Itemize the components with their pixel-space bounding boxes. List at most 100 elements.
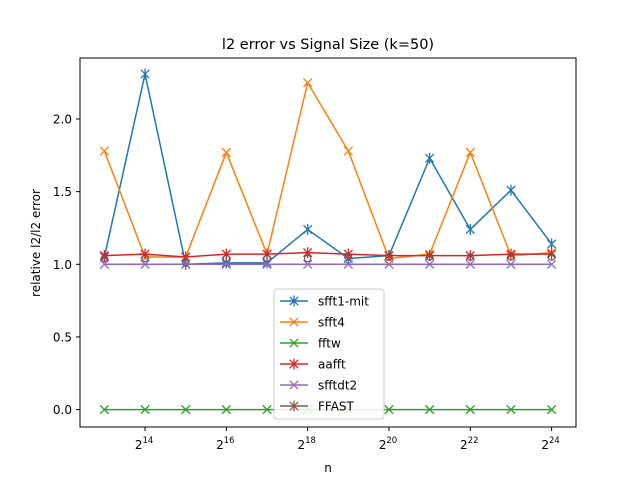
legend-label-aafft: aafft bbox=[318, 358, 346, 372]
x-tick-exponent-3: 20 bbox=[386, 436, 397, 446]
legend-marker-FFAST bbox=[289, 400, 299, 412]
y-tick-label-0: 0.0 bbox=[53, 403, 72, 417]
legend-marker-sfft4-stroke-b bbox=[289, 317, 299, 327]
x-tick-exponent-1: 16 bbox=[224, 436, 235, 446]
y-tick-label-1: 0.5 bbox=[53, 330, 72, 344]
x-tick-exponent-4: 22 bbox=[468, 436, 479, 446]
data-point-fftw-9-stroke-b bbox=[465, 404, 475, 415]
x-tick-exponent-0: 14 bbox=[142, 436, 153, 446]
series-layer bbox=[99, 68, 557, 415]
data-point-sfft4-3 bbox=[221, 147, 232, 158]
legend-label-sfftdt2: sfftdt2 bbox=[318, 379, 357, 393]
hollow-marker-2 bbox=[182, 259, 190, 267]
x-tick-base-3: 2 bbox=[379, 438, 387, 452]
legend-marker-sfft4 bbox=[289, 317, 299, 327]
series-line-aafft bbox=[104, 251, 552, 258]
x-tick-label-4: 222 bbox=[460, 436, 478, 452]
series-sfftdt2 bbox=[99, 259, 557, 269]
x-tick-exponent-2: 18 bbox=[305, 436, 316, 446]
data-point-fftw-1-stroke-b bbox=[140, 404, 150, 415]
x-tick-label-2: 218 bbox=[297, 436, 315, 452]
x-axis-label: n bbox=[324, 461, 332, 475]
data-point-sfftdt2-8 bbox=[424, 259, 435, 269]
hollow-marker-10 bbox=[507, 253, 515, 261]
y-tick-label-3: 1.5 bbox=[53, 185, 72, 199]
data-point-fftw-4-stroke-b bbox=[262, 404, 272, 415]
data-point-sfftdt2-11 bbox=[546, 259, 557, 269]
data-point-fftw-1 bbox=[140, 404, 150, 415]
hollow-marker-3 bbox=[222, 254, 231, 263]
x-tick-base-5: 2 bbox=[541, 438, 549, 452]
legend-marker-sfftdt2 bbox=[289, 380, 299, 390]
data-point-sfftdt2-8-stroke-b bbox=[424, 259, 435, 269]
data-point-fftw-8 bbox=[424, 404, 435, 415]
data-point-sfft1-mit-8 bbox=[424, 152, 435, 164]
data-point-sfftdt2-7-stroke-b bbox=[384, 259, 394, 269]
data-point-sfft1-mit-11 bbox=[546, 238, 557, 250]
chart-title: l2 error vs Signal Size (k=50) bbox=[222, 37, 434, 53]
data-point-aafft-2 bbox=[181, 251, 191, 263]
data-point-fftw-4 bbox=[262, 404, 272, 415]
legend-entry-fftw: fftw bbox=[280, 337, 341, 351]
data-point-sfft1-mit-9 bbox=[465, 223, 475, 235]
x-tick-base-1: 2 bbox=[216, 438, 224, 452]
data-point-sfft1-mit-1 bbox=[140, 68, 150, 80]
hollow-marker-6 bbox=[344, 253, 353, 261]
data-point-fftw-8-stroke-b bbox=[424, 404, 435, 415]
x-tick-label-0: 214 bbox=[135, 436, 153, 452]
data-point-sfft4-0 bbox=[99, 146, 110, 156]
data-point-sfftdt2-10 bbox=[506, 259, 516, 269]
data-point-sfftdt2-6 bbox=[343, 259, 353, 269]
hollow-marker-0 bbox=[100, 254, 109, 263]
legend-label-sfft1-mit: sfft1-mit bbox=[318, 295, 369, 309]
data-point-sfft4-6 bbox=[343, 146, 353, 156]
legend-label-fftw: fftw bbox=[318, 337, 341, 351]
data-point-fftw-9 bbox=[465, 404, 475, 415]
hollow-marker-11 bbox=[547, 253, 556, 261]
legend-entry-aafft: aafft bbox=[280, 358, 346, 372]
hollow-marker-7 bbox=[385, 253, 393, 261]
hollow-marker-1 bbox=[141, 254, 149, 263]
hollow-marker-9 bbox=[466, 253, 474, 261]
data-point-fftw-10-stroke-b bbox=[506, 404, 516, 415]
data-point-sfftdt2-0-stroke-b bbox=[99, 259, 110, 269]
data-point-sfft4-9-stroke-b bbox=[465, 147, 475, 158]
x-tick-label-1: 216 bbox=[216, 436, 234, 452]
data-point-sfftdt2-4-stroke-b bbox=[262, 259, 272, 269]
data-point-sfftdt2-5-stroke-b bbox=[303, 259, 313, 269]
data-point-sfftdt2-4 bbox=[262, 259, 272, 269]
data-point-fftw-0 bbox=[99, 404, 110, 415]
data-point-sfft1-mit-5 bbox=[303, 223, 313, 235]
x-tick-base-4: 2 bbox=[460, 438, 468, 452]
data-point-sfftdt2-10-stroke-b bbox=[506, 259, 516, 269]
data-point-fftw-2 bbox=[181, 404, 191, 415]
data-point-fftw-3-stroke-b bbox=[221, 404, 232, 415]
data-point-sfftdt2-9 bbox=[465, 259, 475, 269]
data-point-sfftdt2-5 bbox=[303, 259, 313, 269]
legend-entry-sfft1-mit: sfft1-mit bbox=[280, 295, 369, 309]
x-tick-base-2: 2 bbox=[297, 438, 305, 452]
x-tick-base-0: 2 bbox=[135, 438, 143, 452]
legend-entry-FFAST: FFAST bbox=[280, 400, 355, 414]
legend-label-sfft4: sfft4 bbox=[318, 316, 345, 330]
data-point-fftw-11-stroke-b bbox=[546, 404, 557, 415]
data-point-sfft1-mit-10 bbox=[506, 184, 516, 196]
legend-marker-aafft bbox=[289, 358, 299, 370]
hollow-marker-8 bbox=[425, 253, 434, 261]
data-point-sfftdt2-11-stroke-b bbox=[546, 259, 557, 269]
plot-frame bbox=[79, 57, 577, 428]
data-point-sfft4-3-stroke-b bbox=[221, 147, 232, 158]
x-tick-label-5: 224 bbox=[541, 436, 559, 452]
data-point-sfft4-5 bbox=[303, 78, 313, 88]
y-axis-label: relative l2/l2 error bbox=[29, 189, 43, 297]
data-point-sfftdt2-3-stroke-b bbox=[221, 259, 232, 269]
legend-entry-sfftdt2: sfftdt2 bbox=[280, 379, 357, 393]
x-tick-exponent-5: 24 bbox=[549, 436, 560, 446]
legend-entry-sfft4: sfft4 bbox=[280, 316, 345, 330]
data-point-fftw-3 bbox=[221, 404, 232, 415]
hollow-markers bbox=[100, 253, 556, 267]
data-point-sfft4-0-stroke-b bbox=[99, 146, 110, 156]
